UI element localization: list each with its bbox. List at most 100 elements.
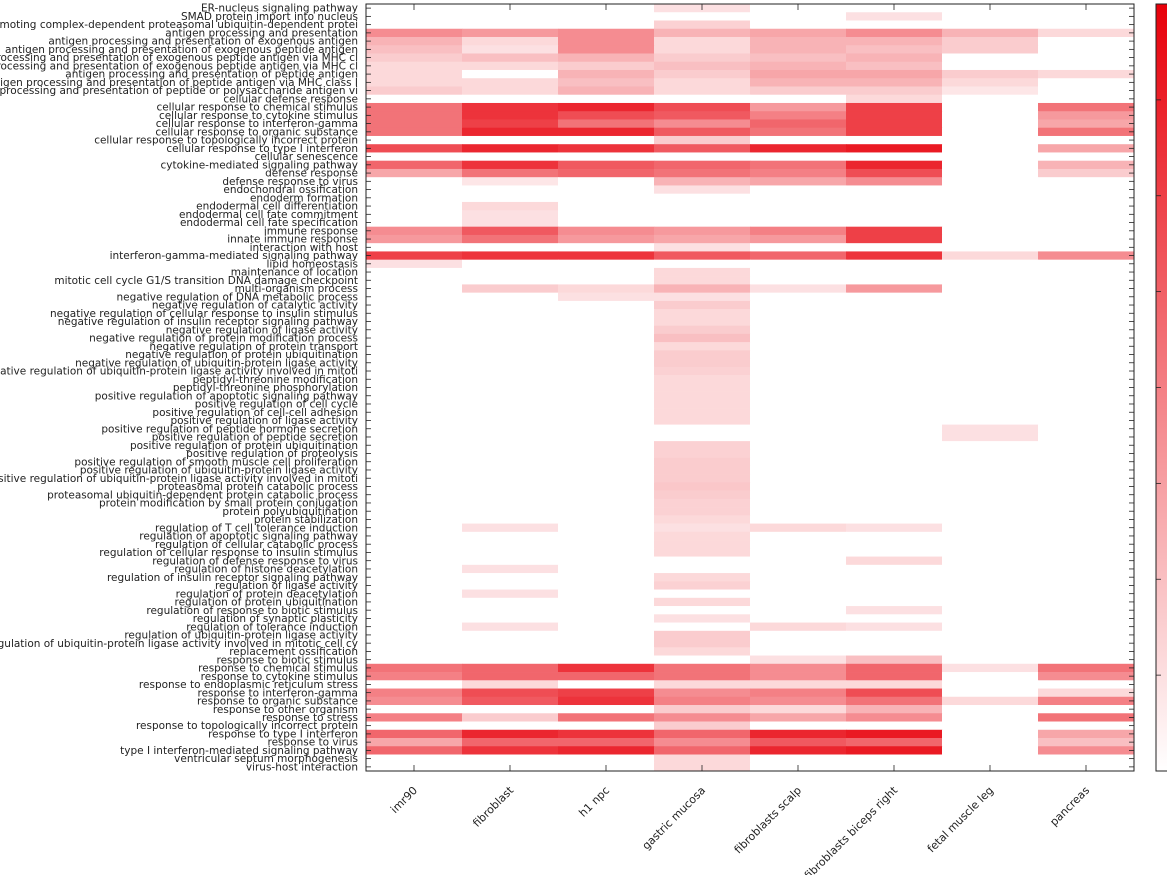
heatmap-cell: [654, 309, 751, 318]
heatmap-cell: [846, 69, 943, 79]
heatmap-cell: [654, 325, 751, 335]
heatmap-cell: [366, 738, 463, 747]
heatmap-cell: [846, 78, 943, 87]
heatmap-cell: [846, 102, 943, 112]
row-label: regulation of T cell tolerance induction: [155, 522, 358, 534]
heatmap-cell: [846, 259, 943, 269]
heatmap-cell: [750, 276, 847, 285]
row-label: cellular response to chemical stimulus: [156, 102, 358, 114]
row-label: antigen processing and presentation of p…: [0, 77, 358, 89]
row-label: cellular response to type I interferon: [166, 143, 358, 155]
heatmap-cell: [942, 350, 1039, 359]
heatmap-cell: [462, 333, 559, 343]
heatmap-cell: [558, 564, 655, 574]
heatmap-cell: [366, 276, 463, 285]
heatmap-cell: [366, 28, 463, 38]
heatmap-cell: [366, 474, 463, 483]
heatmap-cell: [750, 102, 847, 112]
heatmap-cell: [654, 135, 751, 145]
heatmap-cell: [846, 597, 943, 607]
heatmap-cell: [1038, 424, 1135, 434]
heatmap-cell: [750, 432, 847, 442]
heatmap-cell: [942, 606, 1039, 615]
heatmap-cell: [942, 292, 1039, 302]
heatmap-cell: [750, 375, 847, 384]
heatmap-cell: [558, 119, 655, 129]
heatmap-cell: [558, 408, 655, 417]
heatmap-cell: [462, 144, 559, 153]
heatmap-cell: [846, 267, 943, 277]
heatmap-cell: [366, 672, 463, 681]
heatmap-cell: [750, 119, 847, 129]
heatmap-cell: [558, 457, 655, 467]
heatmap-cell: [462, 416, 559, 425]
row-label: negative regulation of protein modificat…: [89, 333, 358, 345]
heatmap-cell: [366, 342, 463, 351]
row-label: positive regulation of apoptotic signali…: [95, 390, 358, 402]
heatmap-cell: [654, 168, 751, 178]
row-label: proteasomal protein catabolic process: [157, 481, 358, 493]
heatmap-cell: [1038, 86, 1135, 96]
heatmap-cell: [846, 713, 943, 722]
heatmap-cell: [366, 383, 463, 392]
heatmap-cell: [1038, 61, 1135, 71]
heatmap-cell: [366, 490, 463, 500]
heatmap-cell: [750, 267, 847, 277]
heatmap-cell: [558, 424, 655, 434]
heatmap-cell: [942, 160, 1039, 170]
heatmap-cell: [558, 482, 655, 491]
heatmap-cell: [750, 177, 847, 186]
heatmap-cell: [366, 218, 463, 227]
row-label: cellular senescence: [255, 151, 358, 163]
column-label: fibroblast: [470, 783, 516, 829]
heatmap-cell: [654, 69, 751, 79]
heatmap-cell: [462, 226, 559, 236]
heatmap-cell: [654, 705, 751, 714]
heatmap-cell: [1038, 581, 1135, 590]
heatmap-cell: [942, 490, 1039, 500]
heatmap-cell: [558, 177, 655, 186]
heatmap-cell: [366, 581, 463, 590]
row-label: antigen processing and presentation of e…: [0, 52, 358, 64]
heatmap-cell: [366, 144, 463, 153]
heatmap-cell: [654, 144, 751, 153]
heatmap-cell: [558, 78, 655, 87]
heatmap-cell: [366, 540, 463, 549]
heatmap-cell: [942, 548, 1039, 557]
row-label: ER-nucleus signaling pathway: [201, 3, 358, 15]
heatmap-cell: [654, 688, 751, 698]
heatmap-cell: [942, 111, 1039, 120]
heatmap-cell: [462, 160, 559, 170]
heatmap-cell: [654, 630, 751, 640]
heatmap-cell: [558, 663, 655, 673]
heatmap-cell: [750, 490, 847, 500]
heatmap-cell: [366, 705, 463, 714]
heatmap-cell: [942, 655, 1039, 665]
heatmap-cell: [942, 465, 1039, 475]
heatmap-cell: [654, 375, 751, 384]
heatmap-cell: [654, 300, 751, 310]
row-label: positive regulation of ubiquitin-protein…: [80, 465, 358, 477]
heatmap-cell: [942, 94, 1039, 104]
heatmap-cell: [366, 696, 463, 706]
heatmap-cell: [366, 325, 463, 335]
heatmap-cell: [750, 226, 847, 236]
heatmap-cell: [942, 531, 1039, 541]
heatmap-cell: [942, 284, 1039, 293]
heatmap-cell: [654, 127, 751, 137]
heatmap-cell: [1038, 358, 1135, 368]
heatmap-cell: [942, 251, 1039, 260]
heatmap-cell: [366, 507, 463, 516]
heatmap-cell: [1038, 366, 1135, 376]
heatmap-cell: [558, 622, 655, 632]
heatmap-cell: [846, 490, 943, 500]
row-label: regulation of synaptic plasticity: [193, 613, 358, 625]
heatmap-cell: [462, 284, 559, 293]
row-label: regulation of tolerance induction: [186, 621, 358, 633]
heatmap-cell: [654, 193, 751, 203]
row-label: response to interferon-gamma: [198, 687, 358, 699]
row-label: endoderm formation: [250, 192, 358, 204]
heatmap-cell: [942, 28, 1039, 38]
heatmap-cell: [654, 177, 751, 186]
heatmap-cell: [366, 688, 463, 698]
